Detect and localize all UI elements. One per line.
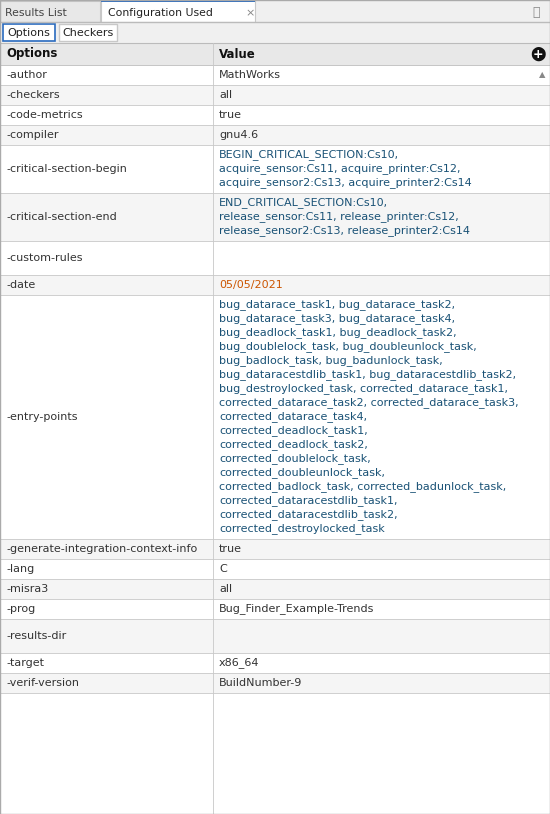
Text: -compiler: -compiler — [6, 130, 58, 140]
Text: corrected_datarace_task4,: corrected_datarace_task4, — [219, 412, 367, 422]
Bar — [0, 0, 550, 22]
Text: x86_64: x86_64 — [219, 658, 260, 668]
Text: corrected_doublelock_task,: corrected_doublelock_task, — [219, 453, 371, 465]
Text: Options: Options — [8, 28, 51, 37]
Text: ▲: ▲ — [539, 71, 545, 80]
Text: all: all — [219, 90, 232, 100]
Text: MathWorks: MathWorks — [219, 70, 281, 80]
Bar — [0, 619, 550, 653]
Bar — [0, 241, 550, 275]
Text: -results-dir: -results-dir — [6, 631, 66, 641]
Text: -verif-version: -verif-version — [6, 678, 79, 688]
Text: 05/05/2021: 05/05/2021 — [219, 280, 283, 290]
Text: bug_dataracestdlib_task1, bug_dataracestdlib_task2,: bug_dataracestdlib_task1, bug_dataracest… — [219, 370, 516, 380]
Text: -prog: -prog — [6, 604, 35, 614]
Bar — [0, 693, 550, 814]
Text: -entry-points: -entry-points — [6, 412, 78, 422]
Text: -critical-section-end: -critical-section-end — [6, 212, 117, 222]
Text: -lang: -lang — [6, 564, 34, 574]
Text: -checkers: -checkers — [6, 90, 59, 100]
Text: corrected_doubleunlock_task,: corrected_doubleunlock_task, — [219, 467, 385, 479]
Text: gnu4.6: gnu4.6 — [219, 130, 258, 140]
Bar — [0, 559, 550, 579]
Text: ×: × — [245, 8, 255, 18]
Bar — [0, 105, 550, 125]
Text: true: true — [219, 110, 242, 120]
Bar — [0, 295, 550, 539]
Text: bug_destroylocked_task, corrected_datarace_task1,: bug_destroylocked_task, corrected_datara… — [219, 383, 508, 395]
Text: corrected_badlock_task, corrected_badunlock_task,: corrected_badlock_task, corrected_badunl… — [219, 482, 506, 492]
Text: corrected_dataracestdlib_task1,: corrected_dataracestdlib_task1, — [219, 496, 398, 506]
Bar — [0, 673, 550, 693]
Text: corrected_datarace_task2, corrected_datarace_task3,: corrected_datarace_task2, corrected_data… — [219, 397, 519, 409]
Bar — [0, 65, 550, 85]
Bar — [0, 653, 550, 673]
Text: bug_deadlock_task1, bug_deadlock_task2,: bug_deadlock_task1, bug_deadlock_task2, — [219, 327, 456, 339]
Text: acquire_sensor2:Cs13, acquire_printer2:Cs14: acquire_sensor2:Cs13, acquire_printer2:C… — [219, 177, 472, 189]
Text: END_CRITICAL_SECTION:Cs10,: END_CRITICAL_SECTION:Cs10, — [219, 198, 388, 208]
Text: Bug_Finder_Example-Trends: Bug_Finder_Example-Trends — [219, 603, 375, 615]
Text: C: C — [219, 564, 227, 574]
Text: corrected_destroylocked_task: corrected_destroylocked_task — [219, 523, 385, 535]
Text: -target: -target — [6, 658, 44, 668]
Bar — [59, 24, 117, 41]
Bar — [3, 24, 55, 41]
Bar — [0, 275, 550, 295]
Text: BuildNumber-9: BuildNumber-9 — [219, 678, 302, 688]
Text: Value: Value — [219, 47, 256, 60]
Text: -author: -author — [6, 70, 47, 80]
Text: ⛯: ⛯ — [532, 7, 540, 20]
Text: Configuration Used: Configuration Used — [108, 8, 213, 18]
Text: bug_badlock_task, bug_badunlock_task,: bug_badlock_task, bug_badunlock_task, — [219, 356, 443, 366]
Text: acquire_sensor:Cs11, acquire_printer:Cs12,: acquire_sensor:Cs11, acquire_printer:Cs1… — [219, 164, 460, 174]
Bar — [0, 85, 550, 105]
Text: bug_doublelock_task, bug_doubleunlock_task,: bug_doublelock_task, bug_doubleunlock_ta… — [219, 342, 477, 352]
Text: corrected_deadlock_task1,: corrected_deadlock_task1, — [219, 426, 368, 436]
Text: -misra3: -misra3 — [6, 584, 48, 594]
Text: Checkers: Checkers — [62, 28, 114, 37]
Text: release_sensor:Cs11, release_printer:Cs12,: release_sensor:Cs11, release_printer:Cs1… — [219, 212, 459, 222]
Text: Results List: Results List — [5, 8, 67, 18]
Text: -critical-section-begin: -critical-section-begin — [6, 164, 127, 174]
Bar — [0, 539, 550, 559]
Text: -custom-rules: -custom-rules — [6, 253, 82, 263]
Text: corrected_dataracestdlib_task2,: corrected_dataracestdlib_task2, — [219, 510, 398, 520]
Bar — [101, 0, 255, 2]
Text: +: + — [533, 47, 543, 60]
Bar — [0, 1, 100, 22]
Text: -date: -date — [6, 280, 35, 290]
Bar — [0, 125, 550, 145]
Bar — [101, 0, 255, 22]
Text: Options: Options — [6, 47, 57, 60]
Bar — [0, 43, 550, 65]
Text: release_sensor2:Cs13, release_printer2:Cs14: release_sensor2:Cs13, release_printer2:C… — [219, 225, 470, 236]
Bar — [0, 599, 550, 619]
Text: -code-metrics: -code-metrics — [6, 110, 82, 120]
Bar — [0, 579, 550, 599]
Bar — [0, 145, 550, 193]
Text: bug_datarace_task1, bug_datarace_task2,: bug_datarace_task1, bug_datarace_task2, — [219, 300, 455, 310]
Text: -generate-integration-context-info: -generate-integration-context-info — [6, 544, 197, 554]
Text: corrected_deadlock_task2,: corrected_deadlock_task2, — [219, 440, 368, 450]
Text: true: true — [219, 544, 242, 554]
Text: ⬤: ⬤ — [530, 47, 546, 61]
Text: BEGIN_CRITICAL_SECTION:Cs10,: BEGIN_CRITICAL_SECTION:Cs10, — [219, 150, 399, 160]
Bar — [0, 193, 550, 241]
Text: bug_datarace_task3, bug_datarace_task4,: bug_datarace_task3, bug_datarace_task4, — [219, 313, 455, 325]
Text: all: all — [219, 584, 232, 594]
Bar — [0, 22, 550, 43]
